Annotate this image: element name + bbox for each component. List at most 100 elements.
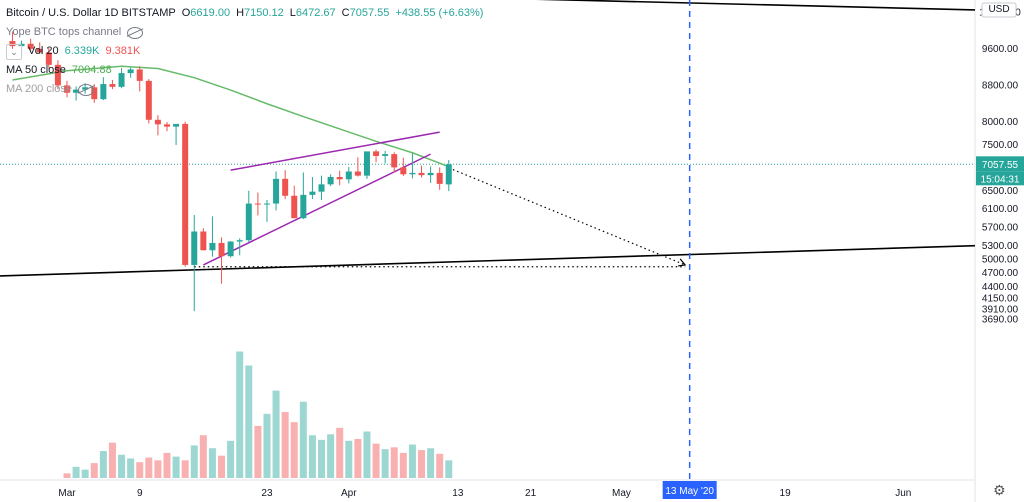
volume-bar — [81, 469, 89, 478]
candle-body — [300, 194, 307, 219]
time-tick-label: 13 — [452, 488, 464, 499]
legend-channel-row[interactable]: Yope BTC tops channel — [6, 23, 483, 42]
volume-bar — [408, 444, 416, 478]
candle-body — [27, 43, 34, 49]
ma200-hidden-eye-icon[interactable] — [78, 83, 95, 96]
volume-bar — [218, 455, 226, 478]
ohlc-open: O6619.00 — [181, 7, 231, 19]
volume-bar — [418, 450, 426, 478]
volume-bar — [63, 473, 71, 478]
price-tick-label: 3690.00 — [982, 314, 1019, 325]
volume-bar — [327, 434, 335, 478]
volume-bar — [318, 439, 326, 478]
countdown-badge — [976, 171, 1024, 186]
legend-ma200-row[interactable]: MA 200 close — [6, 80, 483, 99]
collapse-chevron-icon[interactable]: ⌄ — [6, 43, 22, 60]
volume-bar — [190, 445, 198, 478]
volume-bar — [227, 440, 235, 478]
chart-title: Bitcoin / U.S. Dollar 1D BITSTAMP — [6, 7, 176, 19]
hide-eye-icon[interactable] — [127, 26, 144, 39]
vol-value-2: 9.381K — [105, 45, 141, 57]
volume-bar — [163, 452, 171, 478]
volume-bar — [290, 422, 298, 478]
volume-bar — [99, 451, 107, 478]
ma200-label: MA 200 close — [6, 83, 73, 95]
last-price-badge — [976, 156, 1024, 172]
candle-body — [382, 154, 389, 156]
volume-bar — [345, 440, 353, 478]
candle-body — [218, 242, 225, 257]
price-tick-label: 4400.00 — [982, 282, 1019, 293]
candle-body — [263, 203, 270, 205]
volume-bar — [372, 443, 380, 478]
candle-body — [73, 89, 80, 93]
candle-body — [373, 151, 380, 156]
candle-body — [309, 191, 316, 195]
volume-bar — [154, 460, 162, 478]
candle-body — [64, 85, 70, 93]
price-tick-label: 5700.00 — [982, 222, 1019, 233]
lower-trend-line — [0, 244, 976, 277]
wedge-lower-line — [203, 153, 431, 266]
wedge-upper-line — [230, 131, 440, 171]
candle-body — [136, 69, 143, 81]
candle-body — [363, 151, 370, 176]
settings-gear-icon[interactable]: ⚙ — [993, 482, 1006, 498]
candle-body — [36, 48, 43, 53]
volume-bar — [127, 458, 135, 478]
volume-bar — [272, 390, 280, 478]
price-tick-label: 6500.00 — [982, 186, 1019, 197]
volume-bar — [108, 442, 116, 478]
candle-body — [345, 171, 352, 180]
ohlc-high: H7150.12 — [236, 7, 284, 19]
volume-bar — [308, 435, 316, 478]
candle-body — [354, 171, 361, 176]
volume-bar — [281, 411, 289, 478]
price-tick-label: 5000.00 — [982, 255, 1019, 266]
volume-bar — [336, 427, 344, 478]
volume-bar — [181, 460, 189, 478]
price-tick-label: 8800.00 — [982, 81, 1019, 92]
volume-bar — [436, 453, 444, 478]
candle-body — [400, 167, 407, 175]
vol-value-1: 6.339K — [64, 45, 100, 57]
event-date-badge — [662, 481, 717, 499]
ma50-value: 7004.88 — [71, 64, 112, 76]
volume-bar — [90, 463, 98, 478]
event-date-label: 13 May '20 — [665, 486, 714, 497]
volume-bar — [390, 447, 398, 478]
price-change: +438.55 (+6.63%) — [395, 7, 484, 19]
chart-legend: Bitcoin / U.S. Dollar 1D BITSTAMP O6619.… — [6, 4, 483, 99]
time-tick-label: 19 — [780, 488, 792, 499]
upper-trend-line — [536, 0, 976, 11]
candle-body — [436, 172, 443, 184]
volume-bar — [199, 435, 207, 478]
legend-vol-row[interactable]: ⌄ Vol 20 6.339K 9.381K — [6, 42, 483, 61]
volume-bar — [172, 456, 180, 478]
candle-body — [282, 178, 289, 196]
candle-body — [418, 172, 425, 176]
candle-body — [45, 52, 52, 65]
candle-body — [336, 177, 343, 180]
currency-label[interactable]: USD — [988, 4, 1010, 15]
volume-bar — [236, 351, 244, 478]
candle-body — [391, 154, 398, 168]
volume-bar — [299, 401, 307, 478]
candle-body — [127, 69, 134, 74]
ma50-label: MA 50 close — [6, 64, 66, 76]
candle-body — [236, 240, 243, 242]
legend-ma50-row[interactable]: MA 50 close 7004.88 — [6, 61, 483, 80]
projection-arrow-line — [448, 167, 686, 266]
candle-body — [409, 172, 416, 175]
candle-body — [291, 195, 298, 219]
price-tick-label: 8000.00 — [982, 117, 1019, 128]
volume-bar — [118, 454, 126, 478]
volume-bar — [72, 466, 80, 478]
candle-body — [163, 124, 170, 127]
price-tick-label: 6100.00 — [982, 204, 1019, 215]
legend-main-row: Bitcoin / U.S. Dollar 1D BITSTAMP O6619.… — [6, 4, 483, 23]
volume-bar — [363, 431, 371, 478]
vol-label: Vol 20 — [28, 45, 59, 57]
volume-bar — [354, 438, 362, 478]
